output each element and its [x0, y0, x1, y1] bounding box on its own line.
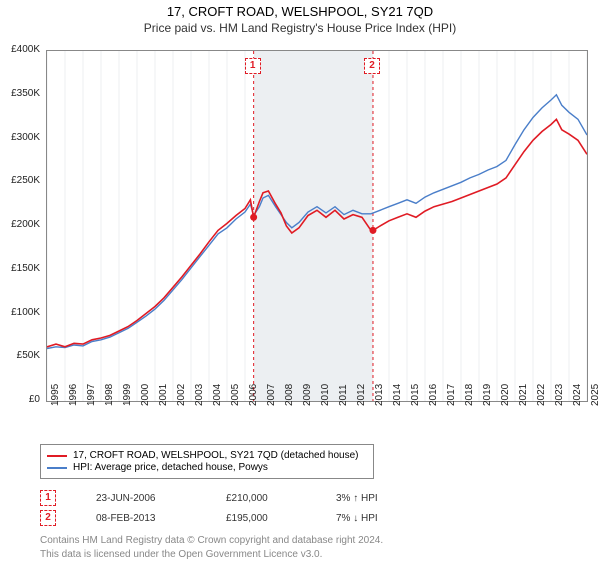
footnote-line-1: Contains HM Land Registry data © Crown c…	[40, 535, 383, 546]
sale-diff: 7% ↓ HPI	[336, 513, 378, 524]
y-tick-label: £250K	[0, 175, 40, 186]
chart-subtitle: Price paid vs. HM Land Registry's House …	[0, 21, 600, 35]
x-tick-label: 2025	[590, 384, 600, 406]
y-tick-label: £400K	[0, 44, 40, 55]
x-tick-label: 2004	[212, 384, 223, 406]
x-tick-label: 2000	[140, 384, 151, 406]
footnote-line-2: This data is licensed under the Open Gov…	[40, 549, 322, 560]
legend-label: 17, CROFT ROAD, WELSHPOOL, SY21 7QD (det…	[73, 450, 358, 461]
sale-marker-box: 2	[40, 510, 56, 526]
x-tick-label: 2008	[284, 384, 295, 406]
y-tick-label: £150K	[0, 263, 40, 274]
x-tick-label: 1998	[104, 384, 115, 406]
legend-swatch	[47, 455, 67, 457]
x-tick-label: 2019	[482, 384, 493, 406]
sale-date: 23-JUN-2006	[96, 493, 186, 504]
x-tick-label: 2002	[176, 384, 187, 406]
sale-row: 2 08-FEB-2013 £195,000 7% ↓ HPI	[40, 510, 378, 526]
legend-item: 17, CROFT ROAD, WELSHPOOL, SY21 7QD (det…	[47, 450, 367, 461]
x-tick-label: 2022	[536, 384, 547, 406]
x-tick-label: 2024	[572, 384, 583, 406]
x-tick-label: 2013	[374, 384, 385, 406]
x-tick-label: 2001	[158, 384, 169, 406]
legend: 17, CROFT ROAD, WELSHPOOL, SY21 7QD (det…	[40, 444, 374, 479]
y-tick-label: £300K	[0, 132, 40, 143]
y-tick-label: £50K	[0, 350, 40, 361]
x-tick-label: 2007	[266, 384, 277, 406]
x-tick-label: 1996	[68, 384, 79, 406]
x-tick-label: 2011	[338, 384, 349, 406]
x-tick-label: 2009	[302, 384, 313, 406]
x-tick-label: 2005	[230, 384, 241, 406]
x-tick-label: 2021	[518, 384, 529, 406]
x-tick-label: 2012	[356, 384, 367, 406]
x-tick-label: 2006	[248, 384, 259, 406]
sale-marker-box: 2	[364, 58, 380, 74]
x-tick-label: 2020	[500, 384, 511, 406]
y-tick-label: £350K	[0, 88, 40, 99]
x-tick-label: 1995	[50, 384, 61, 406]
y-tick-label: £200K	[0, 219, 40, 230]
x-tick-label: 2018	[464, 384, 475, 406]
sale-date: 08-FEB-2013	[96, 513, 186, 524]
x-tick-label: 2017	[446, 384, 457, 406]
sale-price: £210,000	[226, 493, 296, 504]
legend-swatch	[47, 467, 67, 469]
sale-price: £195,000	[226, 513, 296, 524]
legend-label: HPI: Average price, detached house, Powy…	[73, 462, 268, 473]
x-tick-label: 2010	[320, 384, 331, 406]
sale-marker-box: 1	[245, 58, 261, 74]
chart-svg	[47, 51, 587, 401]
chart-title: 17, CROFT ROAD, WELSHPOOL, SY21 7QD	[0, 4, 600, 19]
x-tick-label: 2023	[554, 384, 565, 406]
x-tick-label: 1997	[86, 384, 97, 406]
x-tick-label: 1999	[122, 384, 133, 406]
legend-item: HPI: Average price, detached house, Powy…	[47, 462, 367, 473]
x-tick-label: 2016	[428, 384, 439, 406]
y-tick-label: £100K	[0, 307, 40, 318]
chart-plot-area	[46, 50, 588, 402]
sale-diff: 3% ↑ HPI	[336, 493, 378, 504]
footnote: Contains HM Land Registry data © Crown c…	[40, 534, 383, 561]
sale-row: 1 23-JUN-2006 £210,000 3% ↑ HPI	[40, 490, 378, 506]
x-tick-label: 2015	[410, 384, 421, 406]
sale-marker-box: 1	[40, 490, 56, 506]
y-tick-label: £0	[0, 394, 40, 405]
x-tick-label: 2003	[194, 384, 205, 406]
x-tick-label: 2014	[392, 384, 403, 406]
